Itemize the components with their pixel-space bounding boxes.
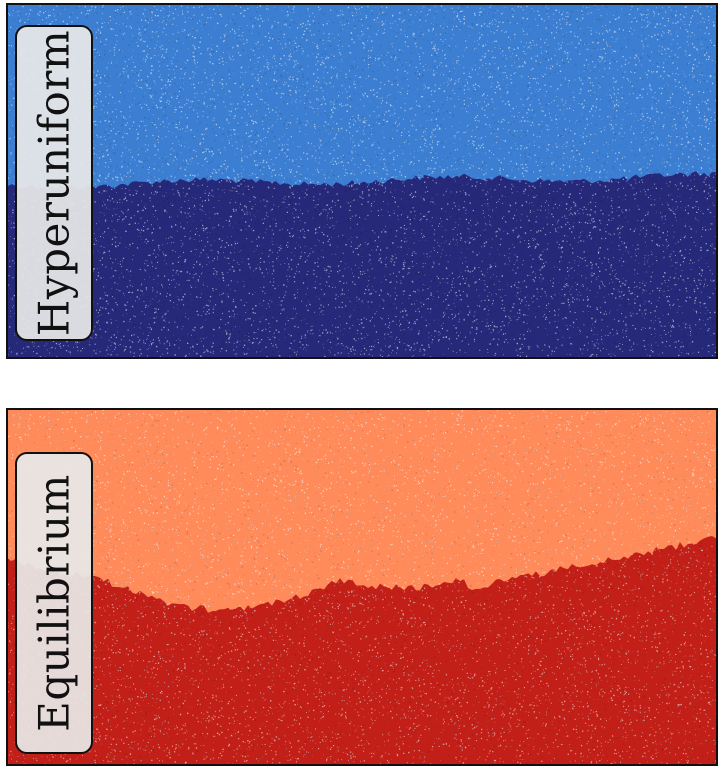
equilibrium-label-box: Equilibrium <box>15 452 93 754</box>
lower-phase-region <box>8 536 716 764</box>
equilibrium-panel: Equilibrium <box>6 408 718 766</box>
particle-texture <box>8 410 716 764</box>
hyperuniform-label-box: Hyperuniform <box>15 25 93 341</box>
equilibrium-label: Equilibrium <box>29 474 79 732</box>
hyperuniform-panel: Hyperuniform <box>6 3 718 359</box>
lower-phase-region <box>8 171 716 357</box>
equilibrium-particle-image <box>8 410 716 764</box>
hyperuniform-label: Hyperuniform <box>29 29 79 337</box>
hyperuniform-particle-image <box>8 5 716 357</box>
